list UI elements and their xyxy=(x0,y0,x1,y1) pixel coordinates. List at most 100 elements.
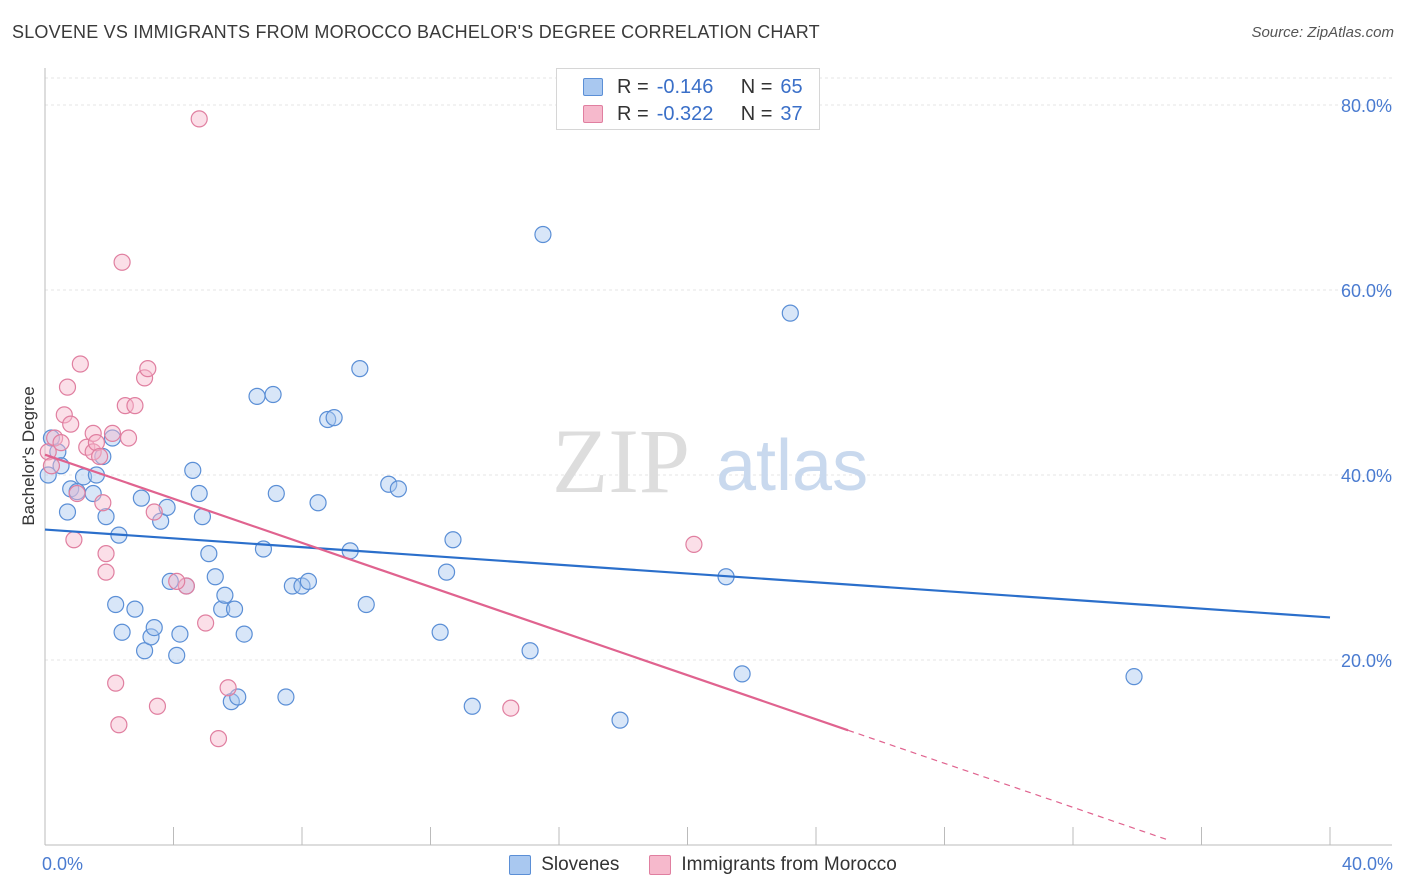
n-label: N = xyxy=(740,75,773,98)
data-point-pink xyxy=(103,424,122,442)
y-tick-label: 40.0% xyxy=(1341,466,1392,486)
legend-label: Immigrants from Morocco xyxy=(681,854,897,875)
x-tick-label: 0.0% xyxy=(42,854,83,874)
data-point-blue xyxy=(184,461,202,479)
data-point-blue xyxy=(267,484,285,503)
data-point-pink xyxy=(52,434,70,452)
data-point-pink xyxy=(148,697,167,715)
x-tick-label: 40.0% xyxy=(1342,854,1393,874)
legend-label: Slovenes xyxy=(541,854,620,875)
legend: Slovenes Immigrants from Morocco xyxy=(0,852,1406,878)
trend-lines xyxy=(44,453,1331,841)
data-point-pink xyxy=(107,674,125,692)
data-point-blue xyxy=(113,623,131,641)
y-tick-label: 80.0% xyxy=(1341,96,1392,116)
data-point-pink xyxy=(58,378,77,396)
data-point-blue xyxy=(213,600,231,618)
data-point-pink xyxy=(119,429,138,447)
watermark: ZIP atlas xyxy=(552,410,868,512)
chart-title: SLOVENE VS IMMIGRANTS FROM MOROCCO BACHE… xyxy=(12,22,820,42)
data-point-blue xyxy=(380,475,398,493)
data-point-pink xyxy=(685,535,703,553)
data-point-pink xyxy=(68,484,86,503)
stats-box: R = -0.146 N = 65 R = -0.322 N = 37 xyxy=(556,68,820,130)
data-point-blue xyxy=(521,642,539,660)
data-point-blue xyxy=(299,572,318,590)
data-point-blue xyxy=(611,711,629,729)
data-point-pink xyxy=(197,614,215,632)
legend-item-morocco[interactable]: Immigrants from Morocco xyxy=(649,854,897,876)
n-value: 65 xyxy=(780,75,803,98)
n-label: N = xyxy=(740,102,773,125)
data-point-pink xyxy=(55,406,73,424)
trend-line-blue xyxy=(44,528,1331,619)
trend-line-pink xyxy=(44,453,849,732)
data-point-blue xyxy=(168,646,186,664)
data-point-pink xyxy=(91,447,109,466)
data-point-blue xyxy=(534,225,552,244)
legend-swatch-blue xyxy=(509,855,532,875)
data-point-pink xyxy=(94,494,112,512)
data-point-pink xyxy=(42,457,61,475)
data-point-pink xyxy=(135,369,154,387)
r-value: -0.322 xyxy=(656,102,714,125)
data-point-blue xyxy=(463,697,481,715)
data-point-pink xyxy=(97,545,115,563)
legend-item-slovenes[interactable]: Slovenes xyxy=(509,854,619,876)
data-point-blue xyxy=(126,600,144,618)
stats-row-slovenes: R = -0.146 N = 65 xyxy=(583,74,803,100)
data-point-pink xyxy=(87,434,106,452)
stats-swatch-pink xyxy=(583,105,603,123)
data-point-pink xyxy=(190,110,208,128)
stats-row-morocco: R = -0.322 N = 37 xyxy=(583,101,803,127)
data-point-blue xyxy=(107,595,125,614)
data-point-pink xyxy=(65,531,83,549)
n-value: 37 xyxy=(780,102,803,125)
data-point-blue xyxy=(351,360,369,378)
data-point-blue xyxy=(283,577,301,595)
data-point-blue xyxy=(1125,668,1143,686)
data-point-blue xyxy=(325,409,343,427)
data-point-pink xyxy=(139,360,157,378)
data-point-blue xyxy=(781,304,799,322)
data-point-blue xyxy=(444,531,462,549)
source-label: Source: ZipAtlas.com xyxy=(1251,24,1394,41)
data-point-blue xyxy=(733,665,751,683)
data-point-blue xyxy=(309,494,327,512)
data-point-pink xyxy=(145,503,163,521)
data-point-blue xyxy=(277,688,295,706)
data-point-blue xyxy=(158,498,176,516)
data-point-pink xyxy=(126,397,144,415)
data-point-pink xyxy=(62,415,80,433)
data-point-blue xyxy=(206,568,224,586)
watermark-atlas: atlas xyxy=(716,426,868,506)
data-point-blue xyxy=(145,619,163,637)
data-point-blue xyxy=(431,623,449,641)
data-point-blue xyxy=(97,508,115,526)
data-point-pink xyxy=(168,572,186,590)
data-point-pink xyxy=(110,716,128,734)
stats-swatch-blue xyxy=(583,78,603,96)
data-point-blue xyxy=(225,600,244,618)
watermark-zip: ZIP xyxy=(552,410,690,512)
data-point-pink xyxy=(116,397,134,415)
data-point-blue xyxy=(357,595,375,614)
data-point-blue xyxy=(235,625,253,643)
y-axis-label: Bachelor's Degree xyxy=(19,386,38,525)
data-point-blue xyxy=(200,545,218,563)
data-point-pink xyxy=(39,443,57,461)
data-point-blue xyxy=(248,387,266,405)
data-point-blue xyxy=(152,512,170,530)
data-point-blue xyxy=(319,410,337,429)
data-point-blue xyxy=(190,484,208,503)
r-label: R = xyxy=(617,102,649,125)
data-point-pink xyxy=(97,563,115,581)
y-tick-label: 20.0% xyxy=(1341,651,1392,671)
data-point-blue xyxy=(264,385,282,404)
data-point-blue xyxy=(132,489,150,507)
data-point-pink xyxy=(177,577,195,595)
data-point-blue xyxy=(39,466,57,484)
data-point-pink xyxy=(502,699,520,717)
data-point-blue xyxy=(135,642,154,660)
